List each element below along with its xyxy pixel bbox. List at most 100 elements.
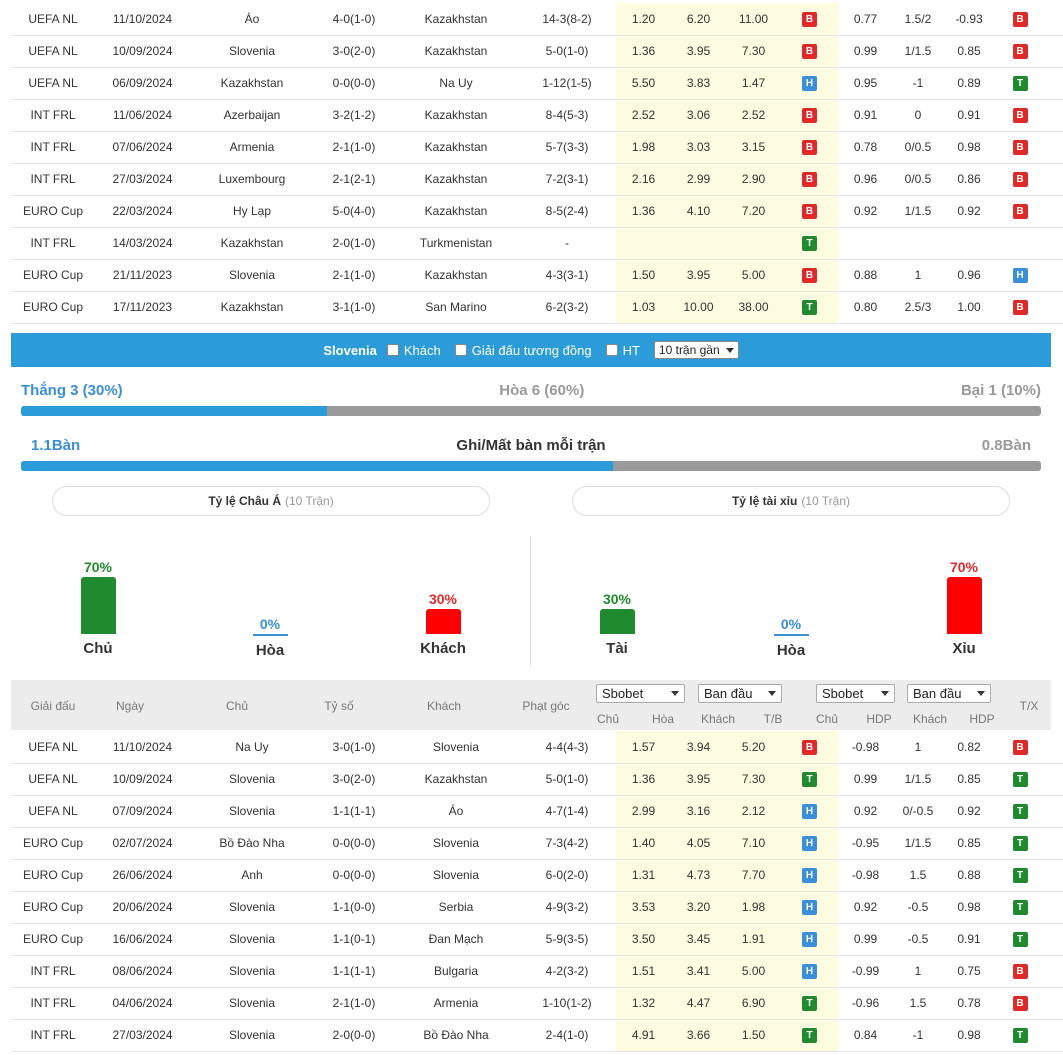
same-league-filter[interactable]: Giải đấu tương đồng: [454, 343, 592, 358]
asian-away-pct: 30%: [428, 591, 458, 607]
home-team-cell-text[interactable]: Kazakhstan: [220, 76, 284, 90]
league-cell-text: INT FRL: [30, 1028, 76, 1042]
home-team-cell-text[interactable]: Áo: [244, 11, 260, 26]
league-cell-text: INT FRL: [30, 140, 76, 154]
away-filter-label: Khách: [403, 342, 441, 358]
away-team-cell-text[interactable]: Đan Mạch: [428, 932, 484, 946]
odds-draw-cell: 3.16: [671, 795, 726, 828]
odds-away-cell: 3.15: [726, 131, 781, 164]
away-team-cell-text[interactable]: Kazakhstan: [424, 268, 488, 282]
odds-home-cell: 1.36: [616, 195, 671, 228]
bookmaker-select-2[interactable]: Sbobet: [816, 684, 895, 703]
away-team-cell-text[interactable]: Slovenia: [432, 739, 480, 754]
away-team-cell-text[interactable]: Na Uy: [439, 76, 473, 90]
asian-handicap-tab[interactable]: Tỷ lệ Châu Á (10 Trận): [52, 486, 490, 516]
score-cell: 2-1(2-1): [314, 163, 394, 196]
home-team-cell-text[interactable]: Slovenia: [228, 44, 276, 58]
away-team-cell-text[interactable]: Kazakhstan: [424, 772, 488, 786]
league-cell: UEFA NL: [11, 67, 95, 100]
home-team-cell-text[interactable]: Slovenia: [228, 996, 276, 1010]
score-cell: 1-1(0-1): [314, 923, 394, 956]
home-team-cell-text[interactable]: Bồ Đào Nha: [219, 836, 285, 850]
hdp-cell: 1/1.5: [893, 195, 943, 228]
hdp-cell: 0/0.5: [893, 163, 943, 196]
home-team-cell-text[interactable]: Slovenia: [228, 772, 276, 786]
under-column: 70% Xỉu: [919, 559, 1009, 657]
result-badge: B: [802, 739, 817, 755]
odds-draw-cell: 3.66: [671, 1019, 726, 1052]
away-team-cell-text[interactable]: Slovenia: [432, 868, 480, 882]
odds-home-cell: 2.16: [616, 163, 671, 196]
home-team-cell-text[interactable]: Armenia: [229, 140, 275, 154]
away-team-cell-text[interactable]: Kazakhstan: [424, 140, 488, 154]
home-team-cell-text[interactable]: Slovenia: [228, 804, 276, 818]
date-cell: 21/11/2023: [95, 259, 190, 292]
loss-summary: Bại 1 (10%): [960, 382, 1041, 399]
header-hdp-home: Chủ: [815, 712, 838, 726]
away-team-cell-text[interactable]: Kazakhstan: [424, 44, 488, 58]
away-team-cell-text[interactable]: Bồ Đào Nha: [423, 1028, 489, 1042]
away-team-cell-text[interactable]: Serbia: [438, 900, 474, 914]
away-team-cell-text[interactable]: San Marino: [425, 300, 487, 314]
asian-home-column: 70% Chủ: [53, 559, 143, 657]
same-league-checkbox[interactable]: [454, 344, 467, 356]
hdp-cell-text: 1.5: [909, 868, 927, 882]
home-team-cell-text[interactable]: Hy Lạp: [232, 204, 272, 218]
hdp-home-cell-text: 0.80: [853, 300, 878, 314]
ht-filter[interactable]: HT: [605, 343, 640, 358]
away-team-cell-text[interactable]: Slovenia: [432, 836, 480, 850]
home-team-cell-text[interactable]: Kazakhstan: [220, 300, 284, 314]
tb-result-cell: T: [781, 227, 838, 260]
away-team-cell-text[interactable]: Kazakhstan: [424, 172, 488, 186]
match-count-select[interactable]: 10 trận gần: [653, 341, 739, 359]
away-team-cell-text[interactable]: Bulgaria: [433, 964, 479, 978]
team-filter-bar: Slovenia Khách Giải đấu tương đồng HT 10…: [11, 333, 1051, 367]
home-team-cell-text[interactable]: Slovenia: [228, 964, 276, 978]
away-team-cell-text[interactable]: Kazakhstan: [424, 11, 488, 26]
hdp-cell: -1: [893, 1019, 943, 1052]
away-team-cell-text[interactable]: Kazakhstan: [424, 204, 488, 218]
home-team-cell-text[interactable]: Luxembourg: [218, 172, 286, 186]
odds-draw-cell: 4.05: [671, 827, 726, 860]
odds-away-cell-text: 3.15: [741, 140, 766, 154]
home-team-cell: Anh: [190, 859, 314, 892]
odds-away-cell: 6.90: [726, 987, 781, 1020]
home-team-cell-text[interactable]: Anh: [241, 868, 263, 882]
home-team-cell-text[interactable]: Slovenia: [228, 1028, 276, 1042]
bookmaker-select-1[interactable]: Sbobet: [596, 684, 685, 703]
corner-cell-text: 1-10(1-2): [542, 996, 592, 1010]
home-team-cell-text[interactable]: Slovenia: [228, 268, 276, 282]
hdp-away-cell: 0.92: [943, 795, 995, 828]
away-team-cell-text[interactable]: Áo: [448, 804, 464, 818]
league-cell: UEFA NL: [11, 35, 95, 68]
tx-result-cell: T: [1045, 163, 1063, 196]
home-team-cell-text[interactable]: Slovenia: [228, 932, 276, 946]
away-team-cell-text[interactable]: Armenia: [433, 996, 479, 1010]
odds-type-select-1[interactable]: Ban đầu: [698, 684, 782, 703]
hdp-cell-text: 1/1.5: [904, 44, 932, 58]
odds-away-cell: 2.52: [726, 99, 781, 132]
home-team-cell-text[interactable]: Kazakhstan: [220, 236, 284, 250]
hdp-away-cell: 0.75: [943, 955, 995, 988]
away-filter[interactable]: Khách: [386, 342, 441, 358]
corner-cell: 4-3(3-1): [518, 259, 616, 292]
odds-draw-cell-text: 4.05: [686, 836, 711, 850]
away-team-cell-text[interactable]: Turkmenistan: [419, 236, 493, 250]
home-team-cell-text[interactable]: Azerbaijan: [223, 108, 281, 122]
hdp-cell: -1: [893, 67, 943, 100]
away-checkbox[interactable]: [386, 344, 399, 356]
date-cell-text: 22/03/2024: [112, 204, 173, 218]
away-team-cell-text[interactable]: Kazakhstan: [424, 108, 488, 122]
result-badge: B: [1012, 44, 1028, 59]
home-team-cell: Slovenia: [190, 923, 314, 956]
odds-type-select-2[interactable]: Ban đầu: [907, 684, 991, 703]
hdp-cell-text: 1/1.5: [904, 772, 932, 786]
home-team-cell-text[interactable]: Slovenia: [228, 900, 276, 914]
hdp-away-cell: 0.91: [943, 99, 995, 132]
over-under-tab[interactable]: Tỷ lệ tài xỉu (10 Trận): [572, 486, 1010, 516]
home-team-cell-text[interactable]: Na Uy: [235, 739, 269, 754]
away-team-cell: Kazakhstan: [394, 763, 518, 796]
hdp-away-cell-text: 0.88: [957, 868, 981, 882]
result-badge: B: [802, 44, 817, 59]
ht-checkbox[interactable]: [605, 344, 618, 356]
